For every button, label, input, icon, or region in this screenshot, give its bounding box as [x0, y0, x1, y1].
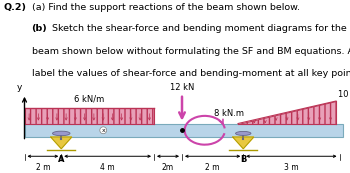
- Text: 12 kN: 12 kN: [170, 83, 194, 92]
- Circle shape: [236, 131, 251, 135]
- Polygon shape: [238, 101, 336, 124]
- Bar: [25, 124, 343, 137]
- Text: (b): (b): [32, 24, 47, 33]
- Text: Q.2): Q.2): [4, 3, 27, 12]
- Text: beam shown below without formulating the SF and BM equations. Also: beam shown below without formulating the…: [32, 47, 350, 56]
- Text: 3 m: 3 m: [284, 163, 299, 172]
- Text: 4 m: 4 m: [100, 163, 115, 172]
- Text: y: y: [16, 83, 22, 92]
- Text: B: B: [240, 155, 246, 164]
- Text: label the values of shear-force and bending-moment at all key points.: label the values of shear-force and bend…: [32, 69, 350, 78]
- Text: x: x: [102, 128, 105, 133]
- Text: 8 kN.m: 8 kN.m: [214, 109, 244, 118]
- Polygon shape: [51, 137, 72, 149]
- Text: (a) Find the support reactions of the beam shown below.: (a) Find the support reactions of the be…: [32, 3, 300, 12]
- Polygon shape: [233, 137, 254, 149]
- Text: A: A: [58, 155, 64, 164]
- Text: 2 m: 2 m: [36, 163, 50, 172]
- Text: 6 kN/m: 6 kN/m: [74, 95, 104, 104]
- Text: 2 m: 2 m: [205, 163, 220, 172]
- Circle shape: [52, 131, 70, 136]
- Text: 2m: 2m: [162, 163, 174, 172]
- Bar: [25, 108, 154, 124]
- Text: Sketch the shear-force and bending moment diagrams for the loaded: Sketch the shear-force and bending momen…: [52, 24, 350, 33]
- Text: 10 kN/m: 10 kN/m: [338, 89, 350, 98]
